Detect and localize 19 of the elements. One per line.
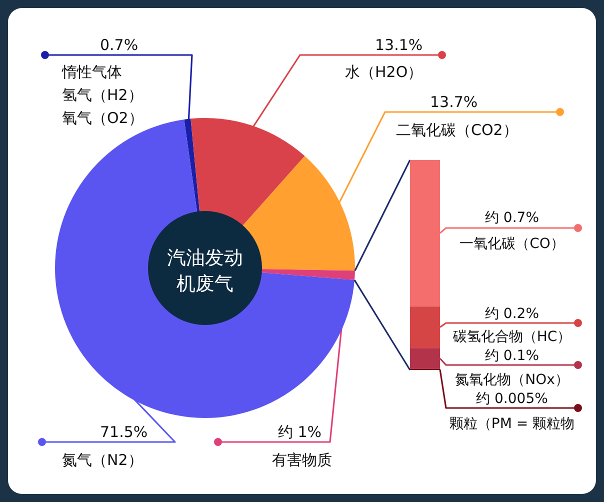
slice-label: 水（H2O） — [345, 63, 423, 81]
data-label: 13.1% — [375, 36, 423, 54]
slice-label: 氮气（N2） — [62, 451, 143, 469]
legend-label: 一氧化碳（CO） — [460, 236, 564, 252]
data-label: 约 0.1% — [484, 348, 540, 364]
slice-label: 二氧化碳（CO2） — [396, 121, 518, 139]
data-label: 71.5% — [100, 423, 148, 441]
data-label: 约 0.7% — [484, 210, 540, 226]
data-label: 约 1% — [278, 423, 322, 441]
data-label: 13.7% — [430, 93, 478, 111]
data-label: 约 0.2% — [484, 306, 540, 322]
legend-label: 颗粒（PM = 颗粒物 — [449, 416, 575, 432]
slice-label: 有害物质 — [272, 451, 332, 469]
legend-label: 氮氧化物（NOx） — [455, 372, 569, 388]
legend-label: 碳氢化合物（HC） — [452, 329, 572, 345]
data-label: 0.7% — [100, 36, 138, 54]
slice-label: 惰性气体氢气（H2）氧气（O2） — [61, 63, 144, 127]
data-label: 约 0.005% — [476, 391, 548, 407]
text: 汽油发动机废气 — [167, 247, 243, 295]
